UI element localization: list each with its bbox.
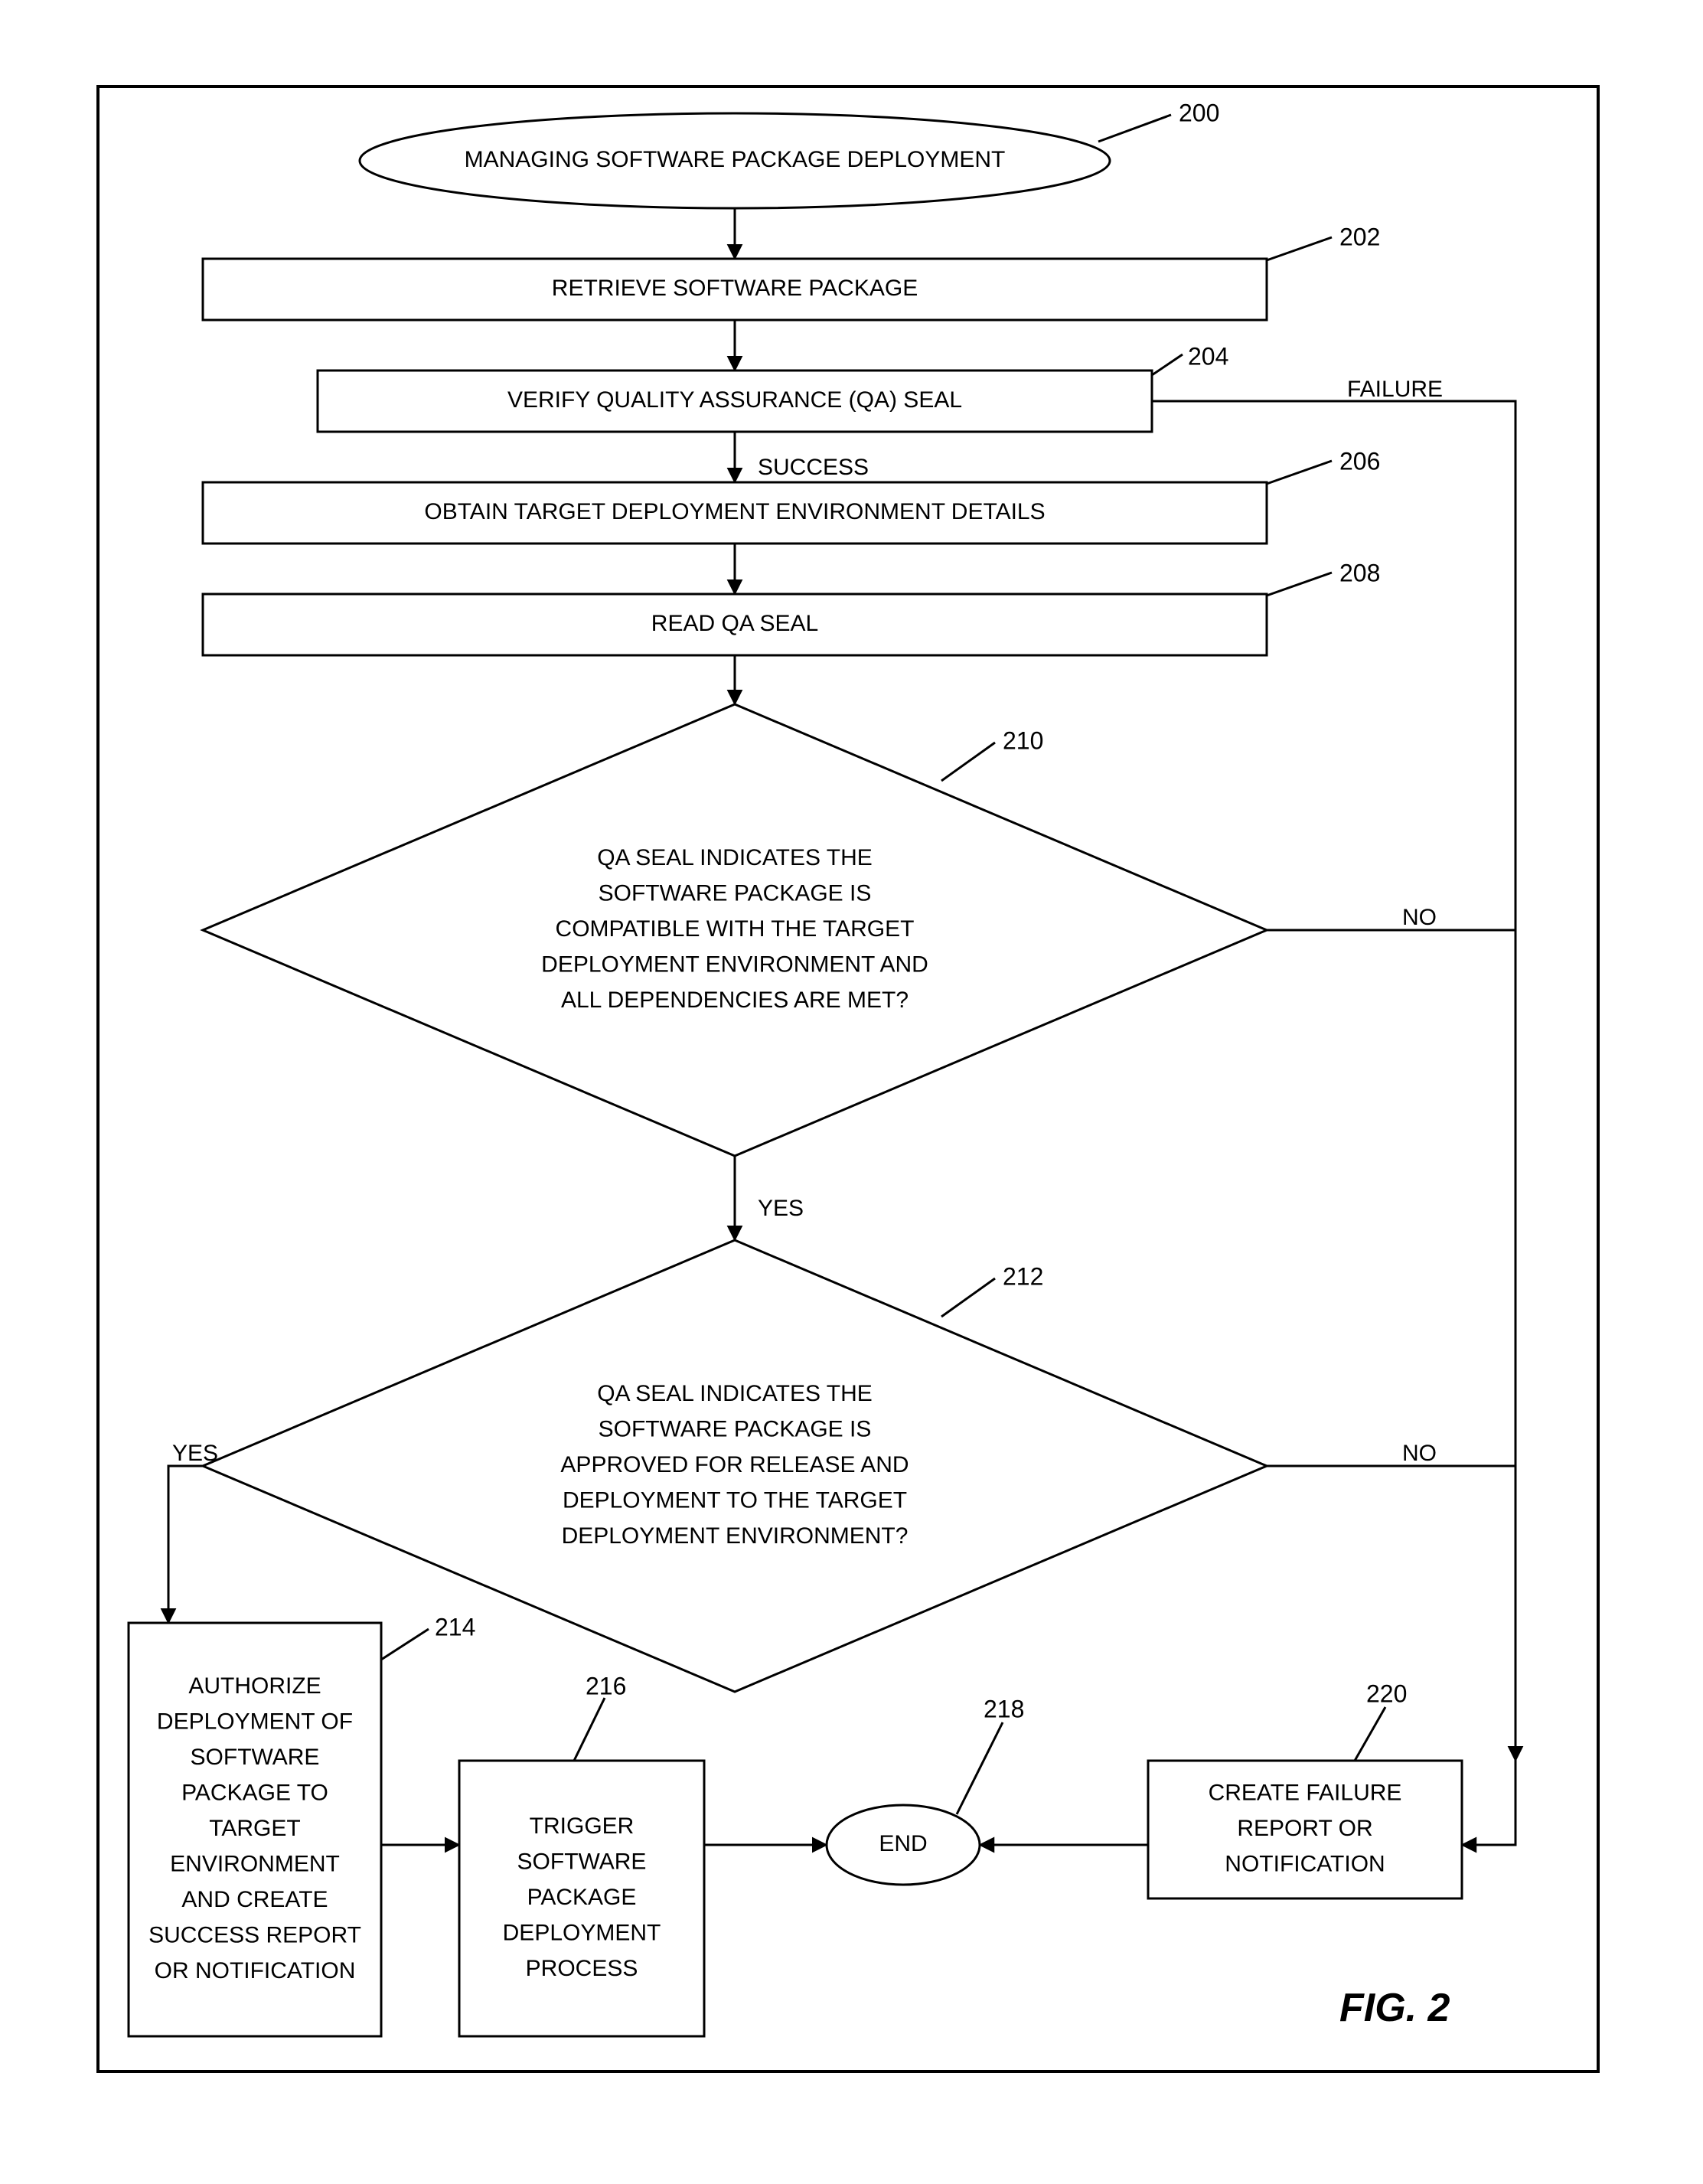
svg-text:RETRIEVE SOFTWARE PACKAGE: RETRIEVE SOFTWARE PACKAGE — [552, 276, 918, 301]
svg-text:TARGET: TARGET — [209, 1816, 300, 1841]
svg-text:AUTHORIZE: AUTHORIZE — [188, 1673, 321, 1699]
svg-text:QA SEAL INDICATES THE: QA SEAL INDICATES THE — [597, 845, 873, 870]
svg-text:CREATE FAILURE: CREATE FAILURE — [1209, 1780, 1402, 1805]
svg-text:QA SEAL INDICATES THE: QA SEAL INDICATES THE — [597, 1381, 873, 1406]
svg-text:SUCCESS REPORT: SUCCESS REPORT — [148, 1922, 361, 1947]
svg-text:SOFTWARE: SOFTWARE — [517, 1849, 647, 1874]
edge-label-dec1-no: NO — [1402, 905, 1437, 930]
svg-text:END: END — [879, 1831, 927, 1856]
svg-text:208: 208 — [1339, 559, 1380, 586]
svg-text:AND CREATE: AND CREATE — [181, 1887, 328, 1912]
svg-text:206: 206 — [1339, 447, 1380, 475]
svg-text:PROCESS: PROCESS — [526, 1956, 638, 1981]
edge-label-dec2-no: NO — [1402, 1441, 1437, 1466]
svg-text:OBTAIN TARGET DEPLOYMENT ENVIR: OBTAIN TARGET DEPLOYMENT ENVIRONMENT DET… — [424, 499, 1045, 524]
svg-text:220: 220 — [1366, 1680, 1407, 1707]
svg-text:ENVIRONMENT: ENVIRONMENT — [170, 1851, 340, 1876]
svg-text:NOTIFICATION: NOTIFICATION — [1225, 1851, 1385, 1876]
svg-text:218: 218 — [984, 1695, 1024, 1722]
svg-text:212: 212 — [1003, 1262, 1043, 1290]
svg-text:MANAGING SOFTWARE PACKAGE DEPL: MANAGING SOFTWARE PACKAGE DEPLOYMENT — [465, 147, 1006, 172]
svg-text:SOFTWARE PACKAGE IS: SOFTWARE PACKAGE IS — [599, 1416, 872, 1441]
svg-text:REPORT OR: REPORT OR — [1237, 1816, 1372, 1841]
svg-text:DEPLOYMENT TO THE TARGET: DEPLOYMENT TO THE TARGET — [563, 1487, 907, 1513]
svg-text:200: 200 — [1179, 99, 1219, 126]
svg-text:SOFTWARE PACKAGE IS: SOFTWARE PACKAGE IS — [599, 880, 872, 906]
svg-text:DEPLOYMENT ENVIRONMENT AND: DEPLOYMENT ENVIRONMENT AND — [541, 952, 928, 977]
svg-text:SOFTWARE: SOFTWARE — [191, 1745, 320, 1770]
svg-text:DEPLOYMENT ENVIRONMENT?: DEPLOYMENT ENVIRONMENT? — [562, 1523, 909, 1549]
svg-text:210: 210 — [1003, 726, 1043, 754]
svg-text:DEPLOYMENT: DEPLOYMENT — [503, 1920, 661, 1945]
svg-text:PACKAGE: PACKAGE — [527, 1885, 637, 1910]
svg-text:214: 214 — [435, 1613, 475, 1640]
svg-text:TRIGGER: TRIGGER — [530, 1813, 635, 1839]
svg-text:216: 216 — [586, 1672, 626, 1699]
svg-text:DEPLOYMENT OF: DEPLOYMENT OF — [157, 1709, 353, 1734]
svg-text:204: 204 — [1188, 342, 1228, 370]
svg-text:OR NOTIFICATION: OR NOTIFICATION — [155, 1958, 356, 1983]
svg-text:ALL DEPENDENCIES ARE MET?: ALL DEPENDENCIES ARE MET? — [561, 988, 909, 1013]
svg-text:READ QA SEAL: READ QA SEAL — [651, 611, 818, 636]
svg-text:COMPATIBLE WITH THE TARGET: COMPATIBLE WITH THE TARGET — [556, 916, 915, 942]
svg-text:APPROVED FOR RELEASE AND: APPROVED FOR RELEASE AND — [560, 1452, 909, 1477]
svg-text:202: 202 — [1339, 223, 1380, 250]
edge-label-verify-obtain: SUCCESS — [758, 455, 869, 480]
svg-text:PACKAGE TO: PACKAGE TO — [181, 1780, 328, 1805]
svg-text:VERIFY QUALITY ASSURANCE (QA): VERIFY QUALITY ASSURANCE (QA) SEAL — [507, 387, 962, 413]
edge-label-verify-failure: FAILURE — [1347, 377, 1443, 402]
figure-label: FIG. 2 — [1339, 1986, 1450, 2030]
edge-label-dec1-yes: YES — [758, 1196, 804, 1221]
